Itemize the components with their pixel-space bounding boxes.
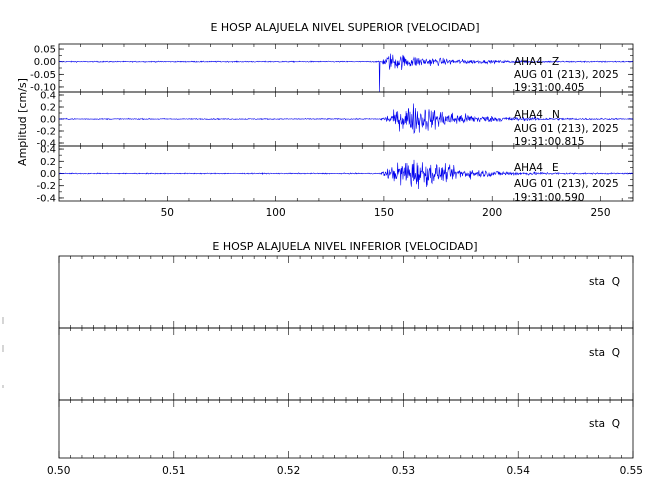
y-tick-label: -0.05	[30, 70, 56, 81]
y-tick-label: 0.05	[34, 45, 56, 56]
trace-e-date: AUG 01 (213), 2025	[514, 178, 619, 190]
y-tick-label: -0.4	[36, 193, 56, 204]
x-tick-label: 250	[590, 207, 610, 219]
x-tick-label: 0.55	[620, 465, 643, 477]
y-tick-label: -0.4	[36, 139, 56, 150]
x-tick-label: 50	[161, 207, 174, 219]
trace-e-component: E	[552, 162, 559, 174]
upper-trace-e: 0.40.20.0-0.2-0.4 AHA4 E AUG 01 (213), 2…	[36, 145, 634, 204]
trace-n-station: AHA4	[514, 109, 543, 121]
lower-frame-2	[58, 327, 634, 401]
x-tick-label: 150	[374, 207, 394, 219]
y-tick-label: 0.4	[40, 145, 56, 156]
trace-e-time: 19:31:00.590	[514, 192, 585, 204]
trace-n-component: N	[552, 109, 560, 121]
trace-n-ticks: 0.40.20.0-0.2-0.4	[36, 91, 633, 150]
lower-trace-1-label: sta Q	[589, 276, 620, 288]
upper-trace-z: 0.050.00 -0.05-0.10 AHA4 Z AUG 01 (213), …	[30, 43, 634, 94]
x-tick-label: 200	[482, 207, 502, 219]
upper-panel: E HOSP ALAJUELA NIVEL SUPERIOR [VELOCIDA…	[16, 21, 634, 219]
y-tick-label: 0.4	[40, 91, 56, 102]
trace-n-waveform	[58, 103, 634, 135]
y-tick-label: -0.2	[36, 181, 56, 192]
y-tick-label: 0.0	[40, 169, 56, 180]
trace-e-ticks: 0.40.20.0-0.2-0.4	[36, 145, 633, 204]
y-tick-label: 0.2	[40, 103, 56, 114]
upper-x-axis: 50 100 150 200 250	[161, 207, 611, 219]
y-tick-label: -0.2	[36, 127, 56, 138]
lower-frame-1	[58, 255, 634, 329]
trace-e-waveform	[58, 159, 634, 190]
lower-x-axis: 0.50 0.51 0.52 0.53 0.54 0.55	[47, 256, 643, 477]
y-tick-label: 0.0	[40, 115, 56, 126]
upper-title: E HOSP ALAJUELA NIVEL SUPERIOR [VELOCIDA…	[210, 21, 479, 34]
trace-z-waveform	[58, 53, 634, 93]
x-tick-label: 100	[266, 207, 286, 219]
x-tick-label: 0.50	[47, 465, 70, 477]
upper-y-axis-label: Amplitud [cm/s]	[16, 78, 29, 166]
trace-z-component: Z	[552, 56, 559, 68]
trace-z-time: 19:31:00.405	[514, 82, 585, 94]
upper-trace-n: 0.40.20.0-0.2-0.4 AHA4 N AUG 01 (213), 2…	[36, 91, 634, 150]
trace-n-time: 19:31:00.815	[514, 136, 585, 148]
trace-z-station: AHA4	[514, 56, 543, 68]
lower-panel: E HOSP ALAJUELA NIVEL INFERIOR [VELOCIDA…	[2, 240, 643, 477]
lower-trace-3-label: sta Q	[589, 418, 620, 430]
x-tick-label: 0.52	[277, 465, 300, 477]
lower-trace-2-label: sta Q	[589, 347, 620, 359]
y-tick-label: 0.2	[40, 157, 56, 168]
x-tick-label: 0.51	[162, 465, 185, 477]
y-tick-label: 0.00	[34, 57, 56, 68]
x-tick-label: 0.53	[392, 465, 415, 477]
trace-z-date: AUG 01 (213), 2025	[514, 69, 619, 81]
lower-frame-3	[58, 399, 634, 459]
x-tick-label: 0.54	[507, 465, 531, 477]
lower-title: E HOSP ALAJUELA NIVEL INFERIOR [VELOCIDA…	[212, 240, 477, 253]
trace-n-date: AUG 01 (213), 2025	[514, 123, 619, 135]
y-tick-label: -0.10	[30, 82, 56, 93]
trace-e-station: AHA4	[514, 162, 543, 174]
